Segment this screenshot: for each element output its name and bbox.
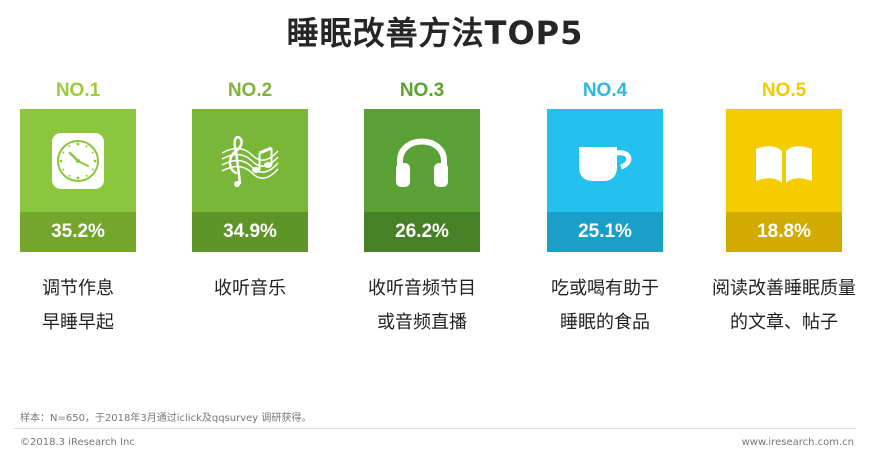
value-label: 25.1% [547,212,663,252]
rank-label: NO.4 [582,80,628,101]
cup-icon [579,147,632,181]
sample-footnote: 样本：N=650，于2018年3月通过iclick及qqsurvey 调研获得。 [20,413,312,424]
bar-item: NO.1 35.2% 调节作息 早睡早起 [20,0,136,456]
category-label: 收听音频节目 或音频直播 [334,272,510,340]
category-line: 早睡早起 [42,312,114,333]
book-icon [756,146,812,183]
footer-divider [14,428,856,429]
rank-label: NO.5 [761,80,807,101]
category-line: 睡眠的食品 [560,312,650,333]
rank-label: NO.2 [227,80,273,101]
category-line: 收听音乐 [214,278,286,299]
clock-icon [52,133,104,189]
card-top [547,109,663,212]
website-url: www.iresearch.com.cn [741,437,854,448]
rank-label: NO.1 [55,80,101,101]
category-label: 阅读改善睡眠质量 的文章、帖子 [696,272,870,340]
category-line: 吃或喝有助于 [551,278,659,299]
bar-item: NO.3 26.2% 收听音频节目 或音频直播 [364,0,480,456]
chart-title: 睡眠改善方法TOP5 [286,14,584,52]
category-line: 阅读改善睡眠质量 [712,278,856,299]
category-label: 吃或喝有助于 睡眠的食品 [517,272,693,340]
category-line: 或音频直播 [377,312,467,333]
bar-item: NO.4 25.1% 吃或喝有助于 睡眠的食品 [547,0,663,456]
card-top [364,109,480,212]
value-label: 35.2% [20,212,136,252]
category-line: 的文章、帖子 [730,312,838,333]
copyright: ©2018.3 iResearch Inc [20,437,135,448]
bar-item: NO.5 18.8% 阅读改善睡眠质量 的文章、帖子 [712,0,856,456]
card-top [20,109,136,212]
category-line: 调节作息 [42,278,114,299]
value-label: 18.8% [726,212,842,252]
rank-label: NO.3 [399,80,445,101]
headphones-icon [396,138,448,187]
category-label: 收听音乐 [162,272,338,306]
category-line: 收听音频节目 [368,278,476,299]
card-top [726,109,842,212]
bar-item: NO.2 34.9% 收听音乐 [192,0,308,456]
value-label: 26.2% [364,212,480,252]
value-label: 34.9% [192,212,308,252]
music-notes-icon [221,135,279,187]
card-top [192,109,308,212]
category-label: 调节作息 早睡早起 [0,272,166,340]
